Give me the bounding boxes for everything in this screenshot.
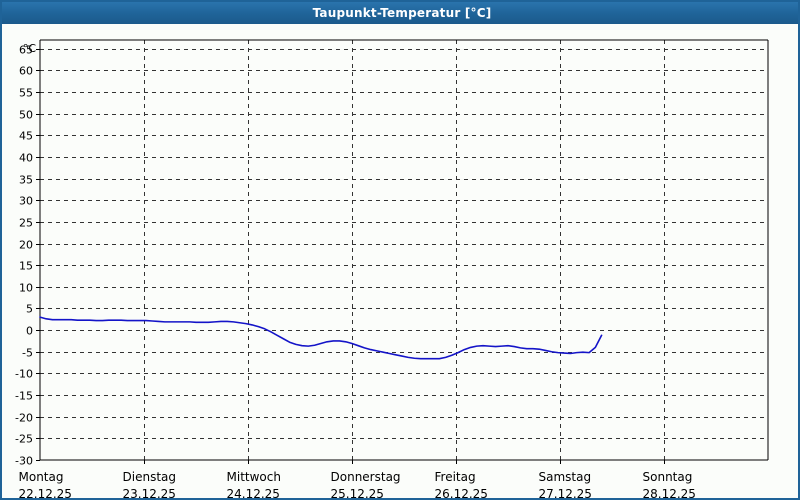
x-axis-tick-label: Samstag 27.12.25 bbox=[539, 470, 592, 498]
x-axis-day-label: Mittwoch bbox=[227, 470, 281, 484]
y-axis-tick-label: 50 bbox=[19, 109, 33, 122]
x-axis-day-label: Montag bbox=[19, 470, 64, 484]
y-axis-unit-label: °C bbox=[23, 42, 37, 55]
y-axis-tick-label: 65 bbox=[19, 44, 33, 57]
y-axis-tick-label: 30 bbox=[19, 195, 33, 208]
x-axis-day-label: Dienstag bbox=[123, 470, 177, 484]
y-axis-tick-label: 55 bbox=[19, 87, 33, 100]
window-title-bar: Taupunkt-Temperatur [°C] bbox=[2, 2, 798, 24]
y-axis-tick-label: 35 bbox=[19, 174, 33, 187]
x-axis-day-label: Sonntag bbox=[643, 470, 693, 484]
y-axis-tick-label: -10 bbox=[15, 368, 33, 381]
tickmarks-group bbox=[36, 49, 665, 464]
x-axis-tick-label: Montag 22.12.25 bbox=[19, 470, 72, 498]
x-axis-tick-label: Donnerstag 25.12.25 bbox=[331, 470, 401, 498]
y-axis-tick-label: -30 bbox=[15, 455, 33, 468]
y-axis-tick-label: 5 bbox=[26, 303, 33, 316]
x-axis-tick-label: Freitag 26.12.25 bbox=[435, 470, 488, 498]
y-axis-tick-label: 15 bbox=[19, 260, 33, 273]
y-axis-tick-label: -5 bbox=[22, 347, 33, 360]
x-axis-date-label: 26.12.25 bbox=[435, 487, 488, 498]
y-axis-tick-label: 40 bbox=[19, 152, 33, 165]
y-axis-tick-label: 25 bbox=[19, 217, 33, 230]
y-axis-tick-label: -15 bbox=[15, 390, 33, 403]
x-axis-date-label: 23.12.25 bbox=[123, 487, 176, 498]
y-axis-tick-label: 45 bbox=[19, 130, 33, 143]
x-axis-day-label: Samstag bbox=[539, 470, 592, 484]
x-axis-date-label: 25.12.25 bbox=[331, 487, 384, 498]
dew-point-line-chart: 65605550454035302520151050-5-10-15-20-25… bbox=[15, 39, 769, 498]
x-axis-labels-group: Montag 22.12.25 Dienstag 23.12.25 Mittwoch 24… bbox=[19, 470, 696, 498]
y-axis-labels-group: 65605550454035302520151050-5-10-15-20-25… bbox=[15, 44, 33, 468]
chart-plot-area: 65 60 55 50 45 40 35 30 25 20 15 10 5 0 -5 -10 -15 -20 -25… bbox=[2, 24, 798, 498]
dew-point-series-line bbox=[39, 316, 603, 360]
x-axis-day-label: Freitag bbox=[435, 470, 476, 484]
y-axis-tick-label: -25 bbox=[15, 433, 33, 446]
x-axis-date-label: 24.12.25 bbox=[227, 487, 280, 498]
y-axis-tick-label: 0 bbox=[26, 325, 33, 338]
page-title: Taupunkt-Temperatur [°C] bbox=[312, 6, 492, 20]
gridlines-group bbox=[40, 40, 768, 460]
y-axis-tick-label: 20 bbox=[19, 239, 33, 252]
axis-frame bbox=[39, 39, 769, 461]
x-axis-date-label: 22.12.25 bbox=[19, 487, 72, 498]
x-axis-tick-label: Sonntag 28.12.25 bbox=[643, 470, 696, 498]
y-axis-tick-label: 60 bbox=[19, 65, 33, 78]
y-axis-tick-label: 10 bbox=[19, 282, 33, 295]
x-axis-day-label: Donnerstag bbox=[331, 470, 401, 484]
x-axis-date-label: 27.12.25 bbox=[539, 487, 592, 498]
y-axis-tick-label: -20 bbox=[15, 412, 33, 425]
x-axis-tick-label: Dienstag 23.12.25 bbox=[123, 470, 177, 498]
x-axis-date-label: 28.12.25 bbox=[643, 487, 696, 498]
x-axis-tick-label: Mittwoch 24.12.25 bbox=[227, 470, 281, 498]
